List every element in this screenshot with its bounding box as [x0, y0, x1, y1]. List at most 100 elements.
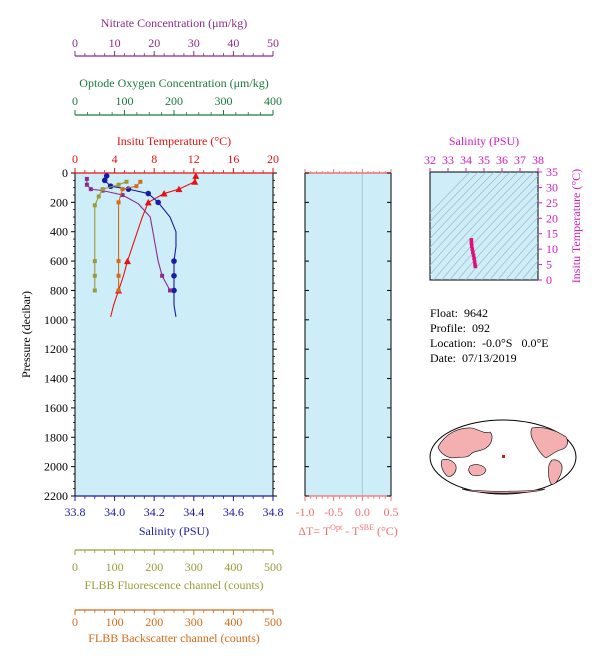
- ts-density-contour: [497, 233, 538, 280]
- map-float-marker: [502, 455, 505, 458]
- salinity-point: [145, 190, 152, 197]
- fluorescence-tick-label: 400: [224, 560, 242, 574]
- pressure-tick-label: 1400: [44, 372, 68, 386]
- salinity-tick-label: 34.4: [183, 505, 204, 519]
- ts-salinity-axis-label: Salinity (PSU): [449, 134, 519, 148]
- temperature-point: [123, 257, 131, 265]
- backscatter-point: [120, 187, 125, 192]
- temperature-point: [175, 185, 183, 193]
- map-land-north-america: [530, 427, 568, 459]
- pressure-tick-label: 800: [50, 283, 68, 297]
- delta-t-axis-label: ΔT= TOpt - TSBE (°C): [298, 523, 398, 538]
- ts-salinity-tick-label: 34: [460, 153, 472, 167]
- ts-density-contours: [430, 172, 538, 280]
- delta-t-label-part: ΔT= T: [298, 524, 331, 538]
- profile-label: Profile:: [430, 321, 466, 335]
- fluorescence-point: [116, 182, 121, 187]
- ts-density-contour: [430, 172, 479, 222]
- location-value: -0.0°S 0.0°E: [481, 336, 549, 350]
- ts-salinity-tick-label: 37: [514, 153, 526, 167]
- ts-density-contour: [529, 269, 538, 280]
- salinity-point: [171, 287, 177, 294]
- oxygen-tick-label: 100: [116, 94, 134, 108]
- pressure-tick-label: 400: [50, 225, 68, 239]
- ts-salinity-tick-label: 38: [532, 153, 544, 167]
- fluorescence-point: [96, 194, 101, 199]
- nitrate-point: [84, 176, 89, 181]
- pressure-tick-label: 200: [50, 195, 68, 209]
- fluorescence-point: [100, 187, 105, 192]
- ts-density-contour: [465, 200, 538, 280]
- temperature-axis-label: Insitu Temperature (°C): [117, 134, 231, 148]
- ts-point: [471, 250, 475, 255]
- salinity-axis-label: Salinity (PSU): [139, 524, 209, 538]
- backscatter-point: [116, 259, 121, 264]
- date-label: Date:: [430, 351, 456, 365]
- temperature-point: [191, 178, 199, 185]
- pressure-tick-label: 2200: [44, 489, 68, 503]
- backscatter-point: [116, 200, 121, 205]
- fluorescence-point: [124, 179, 129, 184]
- ts-point: [469, 241, 474, 245]
- backscatter-point: [134, 184, 139, 189]
- backscatter-tick-label: 500: [264, 615, 282, 629]
- delta-t-plot-area: [304, 172, 392, 497]
- salinity-tick-label: 34.8: [263, 505, 284, 519]
- ts-density-contour: [430, 172, 487, 231]
- ts-point: [472, 259, 477, 264]
- ts-density-contour: [521, 260, 538, 280]
- ts-point: [469, 238, 474, 242]
- salinity-point: [155, 199, 161, 206]
- nitrate-tick-label: 0: [72, 36, 78, 50]
- fluorescence-tick-label: 500: [264, 560, 282, 574]
- delta-t-label-part: (°C): [374, 524, 398, 538]
- ts-temperature-axis-label: Insitu Temperature (°C): [569, 169, 583, 283]
- pressure-tick-label: 600: [50, 254, 68, 268]
- temperature-tick-label: 4: [112, 152, 118, 166]
- pressure-axis-label: Pressure (decibar): [19, 291, 33, 378]
- ts-density-contour: [481, 216, 538, 280]
- ts-point: [471, 253, 476, 258]
- oxygen-tick-label: 400: [264, 94, 282, 108]
- fluorescence-tick-label: 300: [185, 560, 203, 574]
- ts-temperature-tick-label: 0: [546, 273, 552, 287]
- salinity-point: [171, 272, 177, 279]
- pressure-tick-label: 1000: [44, 313, 68, 327]
- date-info-line: Date: 07/13/2019: [430, 351, 517, 366]
- date-value: 07/13/2019: [462, 351, 517, 365]
- temperature-tick-label: 12: [188, 152, 200, 166]
- location-info-line: Location: -0.0°S 0.0°E: [430, 336, 549, 351]
- backscatter-tick-label: 300: [185, 615, 203, 629]
- nitrate-point: [88, 187, 93, 192]
- profile-value: 092: [472, 321, 490, 335]
- ts-density-contour: [430, 172, 519, 266]
- ts-density-contour: [430, 172, 471, 214]
- float-label: Float:: [430, 306, 459, 320]
- ts-density-contour: [430, 172, 495, 240]
- backscatter-tick-label: 200: [145, 615, 163, 629]
- salinity-point: [103, 173, 110, 179]
- backscatter-point: [138, 179, 143, 184]
- temperature-tick-label: 16: [227, 152, 239, 166]
- temperature-point: [160, 190, 168, 197]
- delta-t-label-part: Opt: [330, 523, 343, 532]
- ts-temperature-tick-label: 30: [546, 180, 558, 194]
- nitrate-tick-label: 20: [148, 36, 160, 50]
- nitrate-tick-label: 50: [267, 36, 279, 50]
- ts-density-contour: [441, 175, 538, 280]
- salinity-tick-label: 33.8: [65, 505, 86, 519]
- float-value: 9642: [464, 306, 489, 320]
- ts-density-contour: [489, 225, 538, 280]
- ts-temperature-tick-label: 20: [546, 211, 558, 225]
- temperature-tick-label: 8: [151, 152, 157, 166]
- fluorescence-point: [92, 203, 97, 208]
- nitrate-tick-label: 40: [227, 36, 239, 50]
- delta-t-tick-label: -1.0: [296, 505, 315, 519]
- ts-salinity-tick-label: 35: [478, 153, 490, 167]
- backscatter-profile-line: [118, 181, 141, 291]
- delta-t-label-part: SBE: [359, 523, 374, 532]
- pressure-tick-label: 1600: [44, 401, 68, 415]
- pressure-tick-label: 2000: [44, 460, 68, 474]
